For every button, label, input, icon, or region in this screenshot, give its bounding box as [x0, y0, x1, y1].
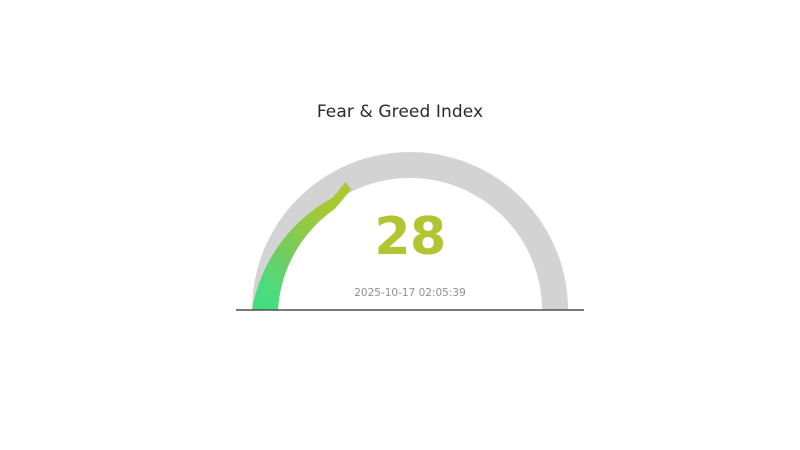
gauge-svg — [236, 152, 584, 311]
gauge-progress-arc — [252, 189, 352, 310]
gauge-timestamp-text: 2025-10-17 02:05:39 — [354, 287, 466, 299]
gauge-value-text: 28 — [374, 207, 446, 267]
gauge-graphic — [230, 140, 590, 320]
page-title: Fear & Greed Index — [316, 102, 484, 122]
gauge-track-arc — [252, 152, 568, 310]
gauge-baseline — [236, 309, 584, 311]
gauge-value-marker-icon — [328, 182, 352, 210]
